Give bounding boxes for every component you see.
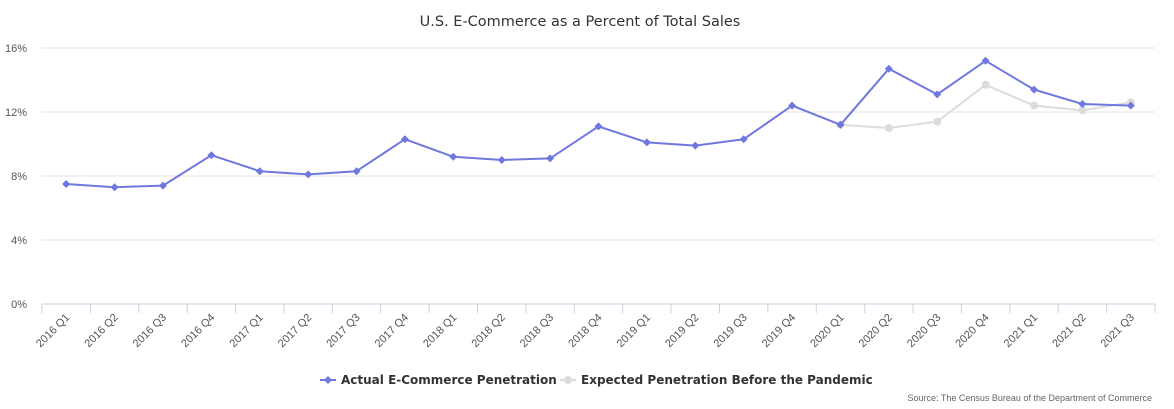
- x-tick-label: 2020 Q2: [857, 312, 895, 350]
- x-tick-label: 2016 Q2: [82, 312, 120, 350]
- data-point[interactable]: [981, 80, 990, 89]
- x-tick-label: 2019 Q1: [615, 312, 653, 350]
- legend-label: Actual E-Commerce Penetration: [341, 373, 557, 387]
- data-point[interactable]: [1078, 106, 1087, 115]
- x-tick-label: 2019 Q3: [711, 312, 749, 350]
- y-tick-label: 8%: [11, 171, 27, 183]
- data-point[interactable]: [304, 170, 313, 179]
- y-tick-label: 4%: [11, 235, 27, 247]
- x-tick-label: 2020 Q3: [905, 312, 943, 350]
- data-point[interactable]: [352, 167, 361, 176]
- data-point[interactable]: [449, 152, 458, 161]
- x-tick-label: 2020 Q1: [808, 312, 846, 350]
- x-tick-label: 2017 Q2: [276, 312, 314, 350]
- x-tick-label: 2018 Q4: [566, 312, 604, 350]
- data-point[interactable]: [884, 124, 893, 132]
- x-tick-label: 2017 Q4: [373, 312, 411, 350]
- x-tick-label: 2021 Q3: [1099, 312, 1137, 350]
- data-point[interactable]: [594, 122, 603, 131]
- x-tick-label: 2016 Q1: [34, 312, 72, 350]
- data-point[interactable]: [739, 135, 748, 144]
- data-point[interactable]: [1078, 100, 1087, 108]
- data-point[interactable]: [158, 181, 167, 190]
- data-point[interactable]: [110, 183, 119, 192]
- data-point[interactable]: [255, 167, 264, 176]
- legend-item[interactable]: Actual E-Commerce Penetration: [320, 373, 557, 387]
- series-group: [62, 56, 1135, 192]
- data-point[interactable]: [933, 90, 942, 99]
- grid-lines: [42, 47, 1155, 305]
- data-point[interactable]: [884, 64, 893, 73]
- series-line: [840, 83, 1131, 129]
- data-point[interactable]: [400, 135, 409, 144]
- y-axis: 0% 4% 8% 12% 16%: [5, 43, 27, 311]
- data-point[interactable]: [546, 154, 555, 163]
- x-tick-label: 2020 Q4: [953, 312, 991, 350]
- x-tick-label: 2016 Q4: [179, 312, 217, 350]
- x-axis: 2016 Q1 2016 Q2 2016 Q3 2016 Q4 2017 Q1 2017 …: [34, 304, 1156, 350]
- x-tick-label: 2017 Q1: [228, 312, 266, 350]
- data-point[interactable]: [207, 151, 216, 160]
- y-tick-label: 12%: [5, 107, 27, 119]
- legend: Actual E-Commerce Penetration Expected Pe…: [320, 373, 873, 387]
- x-tick-label: 2019 Q4: [760, 312, 798, 350]
- x-tick-label: 2021 Q2: [1050, 312, 1088, 350]
- data-point[interactable]: [1126, 101, 1135, 110]
- legend-item[interactable]: Expected Penetration Before the Pandemic: [560, 373, 873, 387]
- data-point[interactable]: [1030, 85, 1039, 94]
- x-tick-label: 2018 Q1: [421, 312, 459, 350]
- data-point[interactable]: [1030, 101, 1039, 110]
- x-tick-label: 2018 Q2: [470, 312, 508, 350]
- data-point[interactable]: [933, 117, 942, 126]
- data-point[interactable]: [788, 101, 797, 110]
- data-point[interactable]: [836, 120, 845, 129]
- x-tick-label: 2019 Q2: [663, 312, 701, 350]
- legend-marker: [564, 376, 572, 384]
- data-point[interactable]: [981, 56, 990, 65]
- y-tick-label: 16%: [5, 43, 27, 55]
- data-point[interactable]: [691, 141, 700, 150]
- x-tick-label: 2016 Q3: [131, 312, 169, 350]
- data-point[interactable]: [642, 138, 651, 147]
- x-tick-label: 2021 Q1: [1002, 312, 1040, 350]
- source-note: Source: The Census Bureau of the Departm…: [908, 393, 1152, 403]
- data-point[interactable]: [497, 156, 506, 164]
- chart-title: U.S. E-Commerce as a Percent of Total Sa…: [420, 14, 741, 30]
- x-tick-label: 2018 Q3: [518, 312, 556, 350]
- x-tick-label: 2017 Q3: [324, 312, 362, 350]
- y-tick-label: 0%: [11, 299, 27, 311]
- legend-marker: [324, 376, 332, 384]
- data-point[interactable]: [62, 180, 71, 188]
- legend-label: Expected Penetration Before the Pandemic: [581, 373, 873, 387]
